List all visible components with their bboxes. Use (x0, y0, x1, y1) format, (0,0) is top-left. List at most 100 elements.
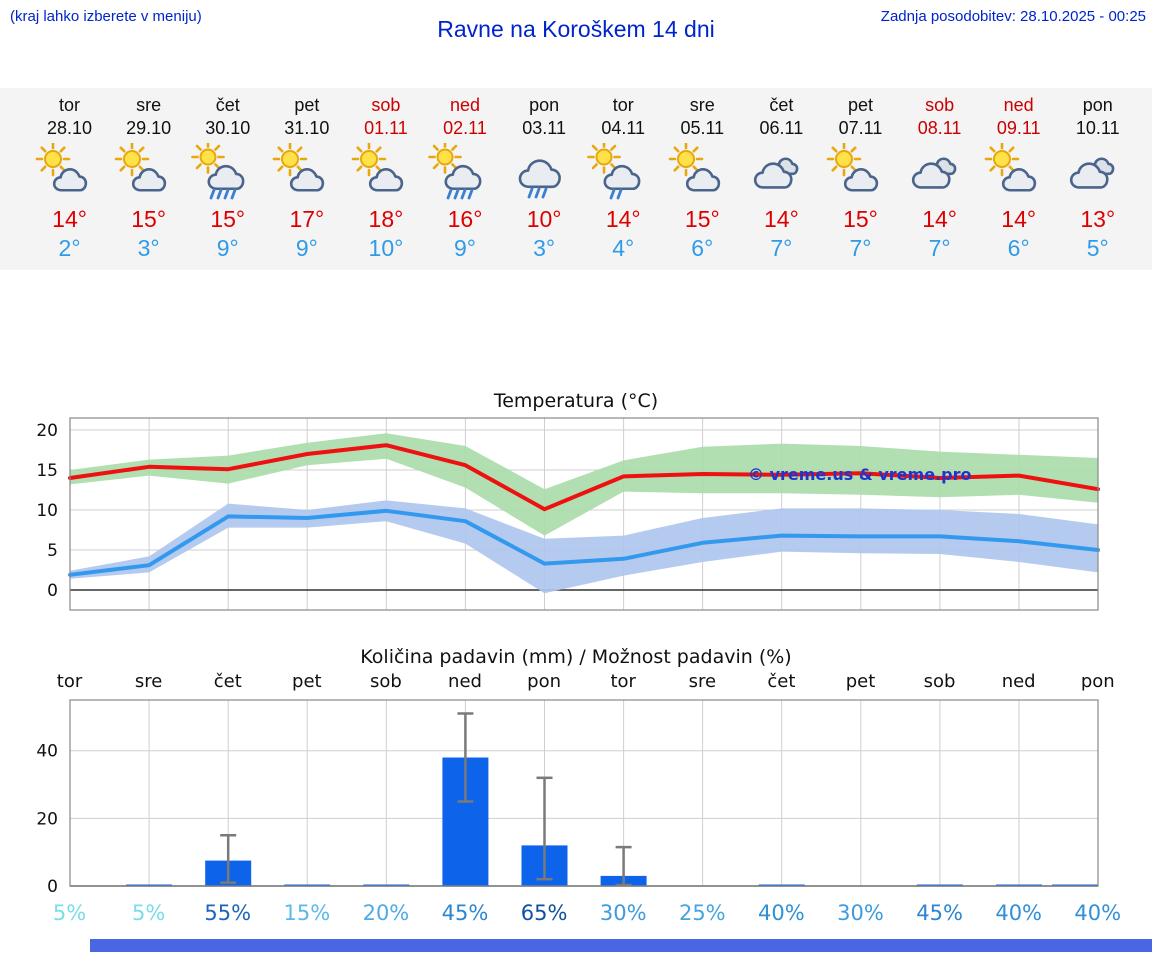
day-name: tor (59, 95, 81, 115)
day-max-temp: 17° (289, 206, 325, 232)
precip-y-tick-label: 20 (36, 809, 58, 829)
max-temp-band (70, 433, 1098, 536)
forecast-day: tor 04.11 14° 4° (584, 94, 663, 270)
min-temp-band (70, 500, 1098, 594)
forecast-strip: tor 28.10 14° 2° sre 29.10 15° 3° čet 30.10 15° 9° p… (0, 88, 1152, 270)
precip-y-tick-label: 0 (47, 877, 58, 896)
last-updated: Zadnja posodobitev: 28.10.2025 - 00:25 (880, 8, 1146, 25)
precip-error-bar (220, 834, 237, 884)
temp-y-tick-label: 0 (47, 581, 58, 601)
sun-cloud-icon (30, 140, 109, 204)
forecast-day: ned 09.11 14° 6° (979, 94, 1058, 270)
precip-probability: 45% (441, 901, 489, 925)
temperature-chart: 0 5 10 15 20 © vreme.us & vreme.pro (36, 417, 1100, 611)
day-date: 05.11 (680, 118, 725, 138)
day-min-temp: 3° (533, 235, 556, 261)
day-min-temp: 3° (137, 235, 160, 261)
day-max-temp: 14° (764, 206, 799, 232)
temp-y-tick-label: 15 (36, 461, 58, 481)
sun-cloud-drizzle-icon (584, 140, 663, 204)
day-name: tor (612, 95, 634, 115)
day-max-temp: 10° (526, 206, 562, 232)
day-date: 31.10 (284, 118, 330, 138)
sun-cloud-icon (346, 140, 425, 204)
sun-cloud-icon (979, 140, 1058, 204)
precip-probability: 15% (283, 901, 331, 925)
cloud-icon (742, 140, 821, 204)
sun-cloud-icon (821, 140, 900, 204)
day-min-temp: 2° (58, 235, 81, 261)
day-max-temp: 15° (131, 206, 167, 232)
day-name: pet (294, 95, 320, 115)
day-date: 02.11 (443, 118, 487, 138)
precip-bar (1052, 884, 1098, 886)
day-name: sre (136, 95, 162, 115)
day-name: ned (1003, 95, 1034, 115)
day-max-temp: 14° (1001, 206, 1037, 232)
day-date: 29.10 (126, 118, 172, 138)
day-name: sob (925, 95, 955, 115)
precip-probability: 40% (995, 901, 1043, 925)
precip-bar (126, 884, 173, 886)
precip-probability: 5% (131, 901, 166, 925)
day-max-temp: 14° (605, 206, 641, 232)
precipitation-chart-title: Količina padavin (mm) / Možnost padavin … (360, 646, 792, 668)
precip-day-label: pet (845, 671, 876, 692)
precip-day-label: pon (527, 671, 562, 692)
precip-error-bar (615, 845, 632, 887)
forecast-day: čet 06.11 14° 7° (742, 94, 821, 270)
spacer (0, 270, 1152, 388)
precip-day-label: čet (767, 671, 796, 692)
sun-cloud-icon (267, 140, 346, 204)
day-date: 08.11 (917, 118, 962, 138)
day-min-temp: 7° (849, 235, 872, 261)
precip-day-label: sre (688, 671, 717, 692)
precip-day-label: tor (56, 671, 83, 692)
forecast-day: pon 03.11 10° 3° (505, 94, 584, 270)
sun-cloud-rain-icon (425, 140, 504, 204)
forecast-day: ned 02.11 16° 9° (425, 94, 504, 270)
day-name: čet (769, 95, 794, 115)
day-name: pon (529, 95, 560, 115)
precip-probability: 40% (1074, 901, 1122, 925)
precip-bar (284, 884, 331, 886)
watermark: © vreme.us & vreme.pro (748, 465, 971, 484)
forecast-day: čet 30.10 15° 9° (188, 94, 267, 270)
precip-probability: 30% (837, 901, 884, 925)
cloud-rain-icon (505, 140, 584, 204)
temp-y-tick-label: 20 (36, 421, 58, 441)
spacer-small (0, 620, 1152, 644)
cloud-icon (1058, 140, 1137, 204)
bottom-bar (90, 939, 1152, 952)
forecast-day: pet 07.11 15° 7° (821, 94, 900, 270)
day-max-temp: 15° (843, 206, 878, 232)
day-date: 03.11 (522, 118, 566, 138)
day-date: 09.11 (996, 118, 1041, 138)
day-name: pon (1082, 95, 1113, 115)
precip-probability: 5% (52, 901, 87, 925)
sun-cloud-icon (109, 140, 188, 204)
sun-cloud-rain-icon (188, 140, 267, 204)
precip-probability-row: 5% 5% 55% 15% 20% 45% 65% 30% 25% 40% 30% 45% 40% 40% (0, 898, 1152, 930)
forecast-day: sob 08.11 14° 7° (900, 94, 979, 270)
day-min-temp: 6° (691, 235, 714, 261)
temperature-chart-title: Temperatura (°C) (493, 390, 659, 412)
forecast-day: pet 31.10 17° 9° (267, 94, 346, 270)
precip-bar (996, 884, 1042, 886)
forecast-day: sre 29.10 15° 3° (109, 94, 188, 270)
precip-day-label: pet (292, 671, 322, 692)
day-date: 28.10 (47, 118, 93, 138)
day-name: sob (371, 95, 401, 115)
sun-cloud-icon (663, 140, 742, 204)
forecast-day: tor 28.10 14° 2° (30, 94, 109, 270)
day-max-temp: 16° (447, 206, 483, 232)
precip-y-tick-label: 40 (36, 742, 58, 762)
cloud-icon (900, 140, 979, 204)
precip-probability: 40% (758, 901, 805, 925)
min-temp-line (68, 508, 1100, 577)
precip-error-bar (536, 776, 553, 881)
day-min-temp: 9° (295, 235, 318, 261)
day-max-temp: 14° (52, 206, 87, 232)
precip-day-label: sre (134, 671, 163, 692)
precip-day-label: čet (213, 671, 242, 692)
